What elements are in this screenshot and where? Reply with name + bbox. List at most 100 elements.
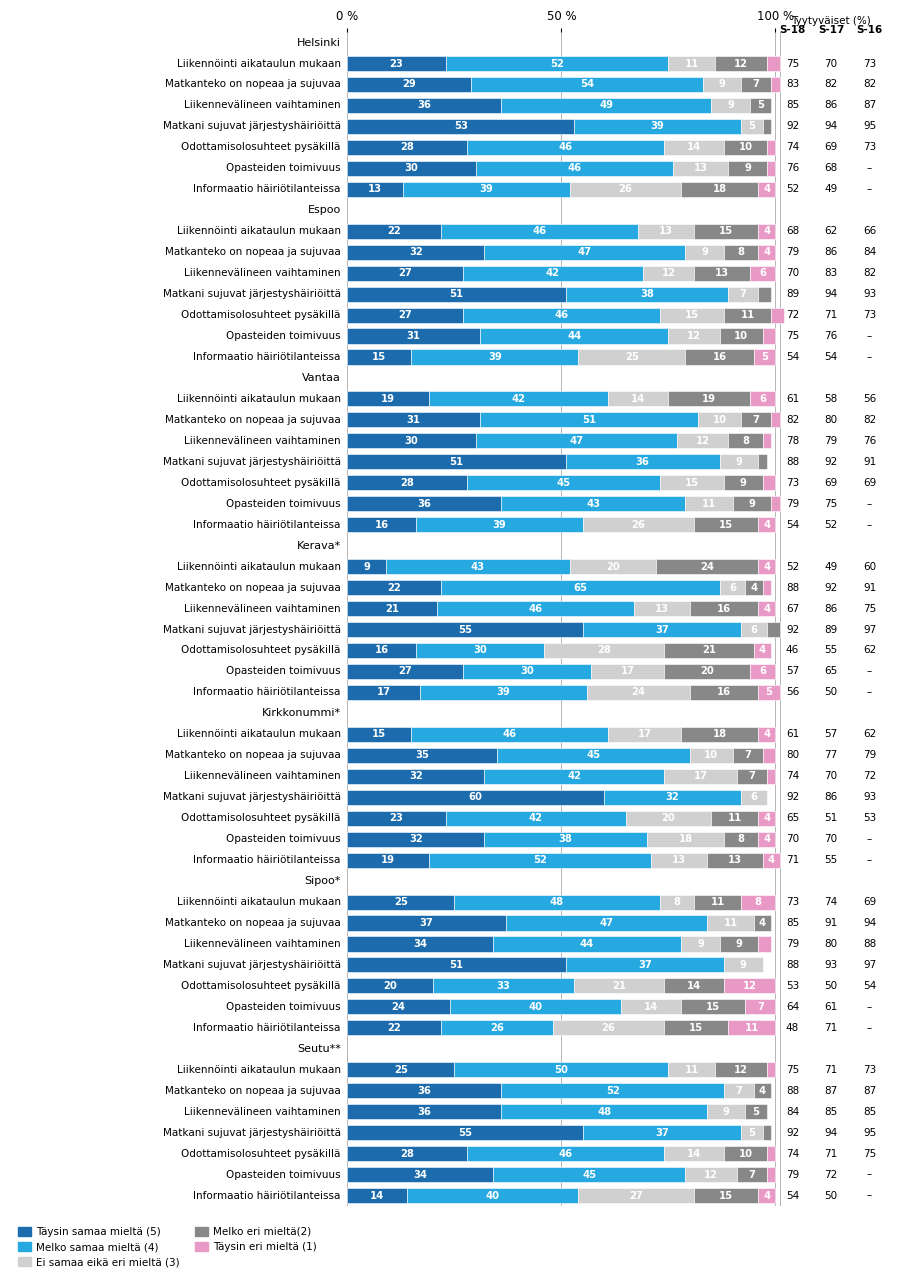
Text: Liikennöinti aikataulun mukaan: Liikennöinti aikataulun mukaan [176, 729, 341, 739]
Text: 27: 27 [398, 268, 412, 278]
Text: 42: 42 [545, 268, 560, 278]
Text: 4: 4 [763, 248, 770, 257]
Text: 36: 36 [635, 457, 650, 467]
Bar [420, 685, 587, 701]
Text: 52: 52 [550, 59, 564, 68]
Bar [347, 999, 450, 1015]
Bar [647, 831, 724, 847]
Text: 6: 6 [759, 666, 766, 676]
Text: 34: 34 [413, 1170, 427, 1179]
Bar [728, 1020, 776, 1035]
Bar [501, 98, 711, 113]
Bar [664, 1146, 724, 1161]
Text: 61: 61 [786, 394, 799, 404]
Bar [347, 286, 565, 302]
Text: 7: 7 [740, 289, 747, 299]
Text: 5: 5 [757, 100, 764, 110]
Text: 52: 52 [824, 520, 838, 530]
Text: 8: 8 [738, 248, 744, 257]
Text: –: – [867, 163, 872, 173]
Text: Opasteiden toimivuus: Opasteiden toimivuus [226, 834, 341, 844]
Text: 46: 46 [503, 729, 517, 739]
Bar [416, 643, 544, 658]
Bar [428, 391, 608, 407]
Bar [733, 497, 771, 512]
Text: 6: 6 [759, 268, 766, 278]
Text: 14: 14 [687, 981, 701, 990]
Text: 73: 73 [863, 310, 877, 319]
Text: 23: 23 [390, 813, 403, 824]
Bar [565, 286, 728, 302]
Bar [347, 1125, 582, 1141]
Text: 32: 32 [409, 834, 423, 844]
Text: S-17: S-17 [818, 24, 844, 35]
Text: 72: 72 [824, 1170, 838, 1179]
Text: Matkani sujuvat järjestyshäiriöittä: Matkani sujuvat järjestyshäiriöittä [163, 792, 341, 802]
Bar [759, 937, 771, 952]
Text: 89: 89 [824, 625, 838, 635]
Text: 7: 7 [749, 771, 755, 781]
Bar [347, 748, 497, 763]
Text: 79: 79 [824, 436, 838, 446]
Bar [664, 140, 724, 155]
Text: 85: 85 [863, 1107, 877, 1116]
Text: 46: 46 [533, 226, 547, 236]
Text: 79: 79 [863, 751, 877, 761]
Text: 70: 70 [824, 59, 838, 68]
Text: 44: 44 [580, 939, 594, 949]
Text: Liikennevälineen vaihtaminen: Liikennevälineen vaihtaminen [184, 268, 341, 278]
Text: 9: 9 [363, 562, 370, 572]
Text: 11: 11 [710, 897, 724, 907]
Text: Informaatio häiriötilanteissa: Informaatio häiriötilanteissa [194, 352, 341, 362]
Text: 58: 58 [824, 394, 838, 404]
Bar [759, 559, 776, 575]
Text: 49: 49 [824, 185, 838, 194]
Bar [750, 663, 776, 679]
Text: 4: 4 [751, 582, 758, 593]
Text: Liikennevälineen vaihtaminen: Liikennevälineen vaihtaminen [184, 771, 341, 781]
Bar [407, 1188, 579, 1203]
Text: 4: 4 [759, 645, 766, 656]
Text: 48: 48 [550, 897, 564, 907]
Text: 83: 83 [786, 80, 799, 90]
Text: 28: 28 [400, 477, 414, 488]
Text: 14: 14 [370, 1191, 384, 1201]
Text: 73: 73 [863, 1065, 877, 1075]
Text: Matkani sujuvat järjestyshäiriöittä: Matkani sujuvat järjestyshäiriöittä [163, 457, 341, 467]
Bar [347, 160, 476, 176]
Text: Kirkkonummi*: Kirkkonummi* [262, 708, 341, 718]
Text: 11: 11 [702, 499, 716, 509]
Bar [762, 119, 771, 133]
Text: 9: 9 [735, 939, 742, 949]
Bar [582, 517, 694, 532]
Text: 47: 47 [570, 436, 583, 446]
Text: 48: 48 [786, 1023, 799, 1033]
Bar [767, 140, 776, 155]
Bar [669, 391, 750, 407]
Bar [706, 1105, 745, 1119]
Bar [669, 1062, 716, 1078]
Bar [347, 979, 433, 993]
Bar [347, 391, 428, 407]
Text: 62: 62 [863, 729, 877, 739]
Bar [347, 559, 386, 575]
Text: 79: 79 [786, 499, 799, 509]
Text: 97: 97 [863, 625, 877, 635]
Text: 8: 8 [673, 897, 680, 907]
Text: 36: 36 [418, 1085, 431, 1096]
Text: 71: 71 [824, 1065, 838, 1075]
Bar [411, 349, 579, 364]
Text: 87: 87 [863, 100, 877, 110]
Text: 82: 82 [824, 80, 838, 90]
Text: 10: 10 [738, 1148, 752, 1159]
Text: 4: 4 [763, 729, 770, 739]
Text: 15: 15 [685, 310, 699, 319]
Text: –: – [867, 1170, 872, 1179]
Text: 73: 73 [863, 142, 877, 153]
Text: 12: 12 [687, 331, 701, 341]
Bar [347, 853, 428, 867]
Bar [544, 643, 664, 658]
Text: 93: 93 [824, 960, 838, 970]
Bar [771, 308, 784, 322]
Text: 26: 26 [491, 1023, 504, 1033]
